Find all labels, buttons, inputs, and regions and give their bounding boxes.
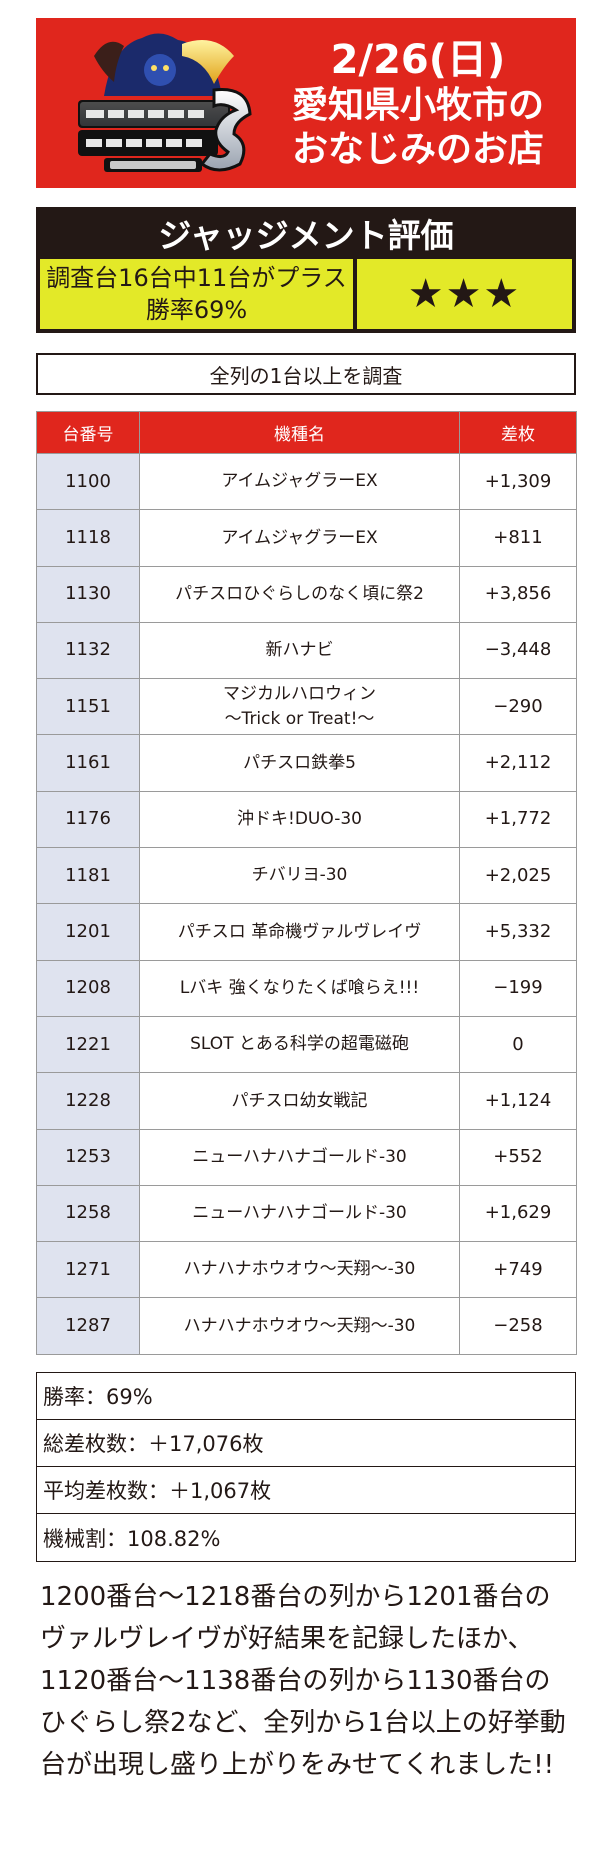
difference-cell: +552 xyxy=(459,1128,577,1186)
table-row: 1208 Lバキ 強くなりたくば喰らえ!!! −199 xyxy=(36,959,577,1017)
machine-name-cell: ニューハナハナゴールド-30 xyxy=(139,1128,460,1186)
survey-scope: 全列の1台以上を調査 xyxy=(36,353,576,395)
machine-number-cell: 1258 xyxy=(36,1184,140,1243)
machine-number-cell: 1201 xyxy=(36,903,140,961)
machine-number-cell: 1151 xyxy=(36,678,140,736)
difference-cell: +811 xyxy=(459,509,577,567)
difference-cell: +2,025 xyxy=(459,847,577,905)
machine-number-cell: 1208 xyxy=(36,959,140,1017)
table-row: 1287 ハナハナホウオウ〜天翔〜-30 −258 xyxy=(36,1297,577,1355)
machine-name-cell: パチスロ 革命機ヴァルヴレイヴ xyxy=(139,903,460,961)
difference-cell: +1,309 xyxy=(459,452,577,511)
machine-name-cell: パチスロ幼女戦記 xyxy=(139,1072,460,1130)
report-comment: 1200番台〜1218番台の列から1201番台のヴァルヴレイヴが好結果を記録した… xyxy=(40,1582,566,1780)
table-row: 1118 アイムジャグラーEX +811 xyxy=(36,509,577,567)
win-rate-text: 勝率69% xyxy=(145,296,248,324)
difference-cell: −258 xyxy=(459,1297,577,1355)
table-row: 1130 パチスロひぐらしのなく頃に祭2 +3,856 xyxy=(36,565,577,623)
difference-cell: +3,856 xyxy=(459,565,577,623)
machine-number-cell: 1221 xyxy=(36,1015,140,1074)
difference-cell: +1,124 xyxy=(459,1072,577,1130)
summary-box: 勝率：69% 総差枚数：＋17,076枚 平均差枚数：＋1,067枚 機械割：1… xyxy=(36,1372,576,1562)
column-header-machine-number: 台番号 xyxy=(36,411,140,454)
table-row: 1161 パチスロ鉄拳5 +2,112 xyxy=(36,734,577,792)
machine-name-cell: パチスロ鉄拳5 xyxy=(139,734,460,792)
table-row: 1151 マジカルハロウィン 〜Trick or Treat!〜 −290 xyxy=(36,678,577,736)
machine-results-table: 台番号 機種名 差枚 1100 アイムジャグラーEX +1,309 1118 アイムジャ… xyxy=(36,411,577,1355)
event-date: 2/26(日) xyxy=(330,36,506,83)
store-description: おなじみのお店 xyxy=(291,129,544,171)
premium-judgement-logo xyxy=(78,33,252,172)
header-banner: 2/26(日) 愛知県小牧市の おなじみのお店 xyxy=(36,18,576,188)
summary-total-difference: 総差枚数：＋17,076枚 xyxy=(37,1420,575,1467)
difference-cell: −199 xyxy=(459,959,577,1017)
difference-cell: +2,112 xyxy=(459,734,577,792)
summary-win-rate: 勝率：69% xyxy=(37,1373,575,1420)
judgement-panel: ジャッジメント評価 調査台16台中11台がプラス 勝率69% ★★★ xyxy=(36,207,576,333)
machine-number-cell: 1181 xyxy=(36,847,140,905)
machine-name-cell: 新ハナビ xyxy=(139,621,460,680)
plus-count-text: 調査台16台中11台がプラス xyxy=(46,263,347,292)
header-title-block: 2/26(日) 愛知県小牧市の おなじみのお店 xyxy=(260,26,576,182)
machine-number-cell: 1161 xyxy=(36,734,140,792)
machine-name-cell: ニューハナハナゴールド-30 xyxy=(139,1184,460,1243)
machine-name-cell: ハナハナホウオウ〜天翔〜-30 xyxy=(139,1241,460,1299)
table-row: 1221 SLOT とある科学の超電磁砲 0 xyxy=(36,1015,577,1074)
machine-name-cell: パチスロひぐらしのなく頃に祭2 xyxy=(139,565,460,623)
machine-name-cell: アイムジャグラーEX xyxy=(139,452,460,511)
table-header-row: 台番号 機種名 差枚 xyxy=(36,411,577,454)
difference-cell: −3,448 xyxy=(459,621,577,680)
summary-machine-ratio: 機械割：108.82% xyxy=(43,1526,221,1551)
difference-cell: 0 xyxy=(459,1015,577,1074)
table-row: 1201 パチスロ 革命機ヴァルヴレイヴ +5,332 xyxy=(36,903,577,961)
table-row: 1181 チバリヨ-30 +2,025 xyxy=(36,847,577,905)
difference-cell: +1,629 xyxy=(459,1184,577,1243)
star-rating: ★★★ xyxy=(357,259,572,329)
machine-number-cell: 1100 xyxy=(36,452,140,511)
machine-name-cell: Lバキ 強くなりたくば喰らえ!!! xyxy=(139,959,460,1017)
judgement-summary: 調査台16台中11台がプラス 勝率69% xyxy=(40,259,353,329)
machine-number-cell: 1130 xyxy=(36,565,140,623)
judgement-row: 調査台16台中11台がプラス 勝率69% ★★★ xyxy=(40,259,572,329)
machine-name-cell: SLOT とある科学の超電磁砲 xyxy=(139,1015,460,1074)
summary-average-difference: 平均差枚数：＋1,067枚 xyxy=(37,1467,575,1514)
machine-name-cell: アイムジャグラーEX xyxy=(139,509,460,567)
machine-number-cell: 1271 xyxy=(36,1241,140,1299)
table-row: 1258 ニューハナハナゴールド-30 +1,629 xyxy=(36,1184,577,1243)
table-row: 1271 ハナハナホウオウ〜天翔〜-30 +749 xyxy=(36,1241,577,1299)
difference-cell: +1,772 xyxy=(459,790,577,849)
machine-number-cell: 1118 xyxy=(36,509,140,567)
table-row: 1253 ニューハナハナゴールド-30 +552 xyxy=(36,1128,577,1186)
machine-number-cell: 1253 xyxy=(36,1128,140,1186)
difference-cell: +5,332 xyxy=(459,903,577,961)
difference-cell: −290 xyxy=(459,678,577,736)
table-row: 1228 パチスロ幼女戦記 +1,124 xyxy=(36,1072,577,1130)
machine-name-cell: ハナハナホウオウ〜天翔〜-30 xyxy=(139,1297,460,1355)
column-header-difference: 差枚 xyxy=(459,411,577,454)
judgement-title: ジャッジメント評価 xyxy=(158,216,454,255)
table-row: 1132 新ハナビ −3,448 xyxy=(36,621,577,680)
machine-number-cell: 1176 xyxy=(36,790,140,849)
machine-number-cell: 1132 xyxy=(36,621,140,680)
column-header-machine-name: 機種名 xyxy=(139,411,460,454)
machine-number-cell: 1228 xyxy=(36,1072,140,1130)
machine-name-cell: チバリヨ-30 xyxy=(139,847,460,905)
machine-number-cell: 1287 xyxy=(36,1297,140,1355)
table-row: 1100 アイムジャグラーEX +1,309 xyxy=(36,452,577,511)
machine-name-cell: マジカルハロウィン 〜Trick or Treat!〜 xyxy=(139,678,460,736)
table-row: 1176 沖ドキ!DUO-30 +1,772 xyxy=(36,790,577,849)
table-body: 1100 アイムジャグラーEX +1,309 1118 アイムジャグラーEX +811 11… xyxy=(36,452,577,1355)
difference-cell: +749 xyxy=(459,1241,577,1299)
machine-name-cell: 沖ドキ!DUO-30 xyxy=(139,790,460,849)
store-location: 愛知県小牧市の xyxy=(291,85,544,127)
